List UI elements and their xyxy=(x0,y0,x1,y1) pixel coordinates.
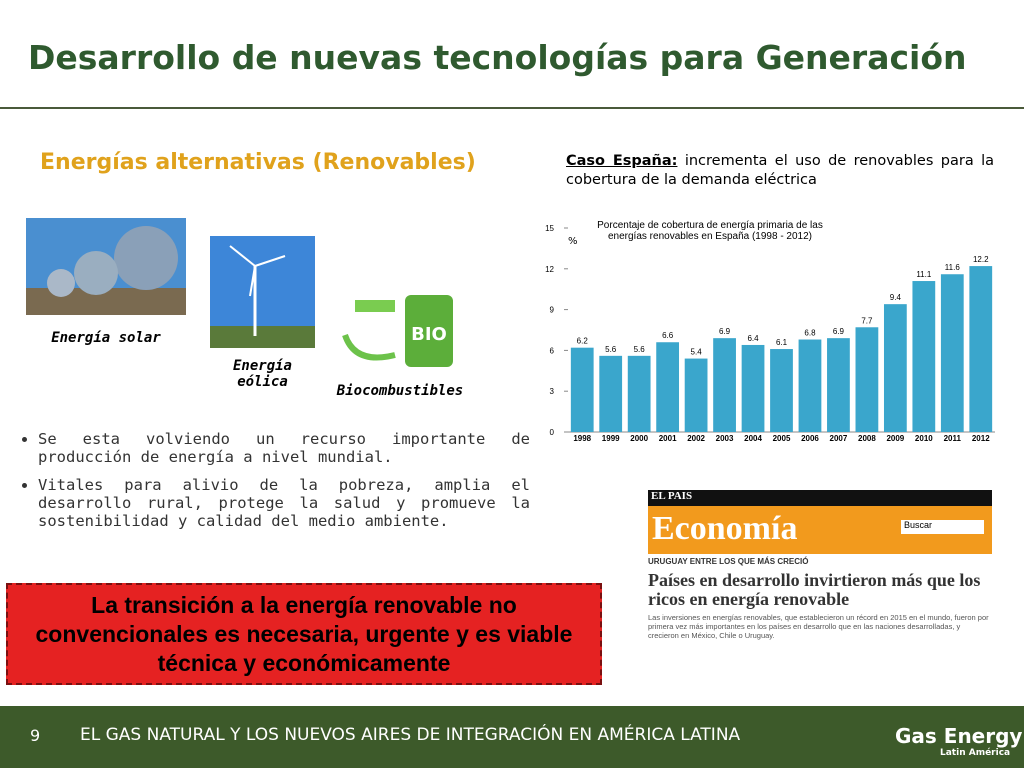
x-tick-label: 2000 xyxy=(630,434,648,443)
y-tick-label: 15 xyxy=(545,224,554,233)
x-tick-label: 1999 xyxy=(602,434,620,443)
bar xyxy=(770,349,793,432)
bullet: Vitales para alivio de la pobreza, ampli… xyxy=(38,476,530,530)
value-label: 5.6 xyxy=(605,345,617,354)
solar-image xyxy=(26,218,186,315)
case-text: Caso España: incrementa el uso de renova… xyxy=(566,152,994,190)
chart-title-box: Porcentaje de cobertura de energía prima… xyxy=(597,220,823,242)
news-clipping: EL PAIS Economía Buscar URUGUAY ENTRE LOS… xyxy=(648,490,992,650)
x-tick-label: 2006 xyxy=(801,434,819,443)
image-label: Biocombustibles xyxy=(336,383,464,399)
bar xyxy=(798,339,822,432)
x-tick-label: 2007 xyxy=(830,434,848,443)
value-label: 6.4 xyxy=(747,334,759,343)
bar xyxy=(827,338,850,432)
section-title: Energías alternativas (Renovables) xyxy=(40,150,476,175)
logo: Gas Energy xyxy=(895,724,1023,748)
divider xyxy=(0,107,1024,109)
value-label: 12.2 xyxy=(973,255,989,264)
value-label: 5.6 xyxy=(634,345,646,354)
y-tick-label: 12 xyxy=(545,265,554,274)
value-label: 7.7 xyxy=(861,316,873,325)
value-label: 11.6 xyxy=(945,263,961,272)
x-tick-label: 2003 xyxy=(716,434,734,443)
bar xyxy=(741,344,765,432)
x-tick-label: 2004 xyxy=(744,434,762,443)
news-lede: Las inversiones en energías renovables, … xyxy=(648,613,989,640)
value-label: 6.9 xyxy=(833,327,845,336)
chart-title: Porcentaje de cobertura de energía prima… xyxy=(597,220,823,242)
news-headline: Países en desarrollo invirtieron más que… xyxy=(648,570,981,609)
bar xyxy=(855,327,879,432)
x-tick-label: 2010 xyxy=(915,434,933,443)
wind-image xyxy=(210,236,315,348)
bullet: Se esta volviendo un recurso importante … xyxy=(38,430,530,466)
y-tick-label: 6 xyxy=(550,346,555,355)
value-label: 6.6 xyxy=(662,331,674,340)
news-section: Economía xyxy=(652,510,798,547)
logo-sub: Latin América xyxy=(940,748,1011,758)
news-brand: EL PAIS xyxy=(648,490,992,506)
bar xyxy=(627,355,651,432)
y-tick-label: 9 xyxy=(550,306,555,315)
svg-text:BIO: BIO xyxy=(411,324,447,345)
bar xyxy=(599,355,623,432)
value-label: 11.1 xyxy=(916,270,932,279)
bar xyxy=(713,338,736,432)
value-label: 9.4 xyxy=(890,293,902,302)
image-label: Energía eólica xyxy=(232,358,292,390)
x-tick-label: 2011 xyxy=(944,434,962,443)
page-number: 9 xyxy=(30,726,41,745)
x-tick-label: 2002 xyxy=(687,434,705,443)
footer: 9 EL GAS NATURAL Y LOS NUEVOS AIRES DE I… xyxy=(0,706,1024,768)
bar xyxy=(912,281,936,432)
slide-title: Desarrollo de nuevas tecnologías para Ge… xyxy=(28,38,967,77)
news-kicker: URUGUAY ENTRE LOS QUE MÁS CRECIÓ xyxy=(648,557,809,566)
value-label: 6.9 xyxy=(719,327,731,336)
y-tick-label: 0 xyxy=(550,428,555,437)
x-tick-label: 2001 xyxy=(659,434,677,443)
bar xyxy=(656,342,680,432)
footer-text: EL GAS NATURAL Y LOS NUEVOS AIRES DE INT… xyxy=(80,725,741,745)
value-label: 6.2 xyxy=(577,337,589,346)
bar xyxy=(940,274,964,432)
bio-image: BIO xyxy=(342,295,453,367)
value-label: 6.1 xyxy=(776,338,788,347)
x-tick-label: 2009 xyxy=(886,434,904,443)
x-tick-label: 2012 xyxy=(972,434,990,443)
y-axis-label: % xyxy=(568,236,578,247)
chart: Porcentaje de cobertura de energía prima… xyxy=(545,220,995,443)
x-tick-label: 1998 xyxy=(573,434,591,443)
bar xyxy=(684,358,708,432)
y-tick-label: 3 xyxy=(550,387,555,396)
bar xyxy=(883,304,907,432)
x-tick-label: 2008 xyxy=(858,434,876,443)
news-search: Buscar xyxy=(901,520,984,534)
case-lead: Caso España: xyxy=(566,153,678,169)
bullet-list: Se esta volviendo un recurso importante … xyxy=(18,430,530,540)
value-label: 5.4 xyxy=(691,348,703,357)
x-tick-label: 2005 xyxy=(773,434,791,443)
value-label: 6.8 xyxy=(804,329,816,338)
case-body: incrementa el uso de renovables para la … xyxy=(566,153,994,188)
image-label: Energía solar xyxy=(51,330,161,346)
bar xyxy=(969,266,993,432)
callout: La transición a la energía renovable no … xyxy=(6,583,602,685)
bar xyxy=(570,347,594,432)
